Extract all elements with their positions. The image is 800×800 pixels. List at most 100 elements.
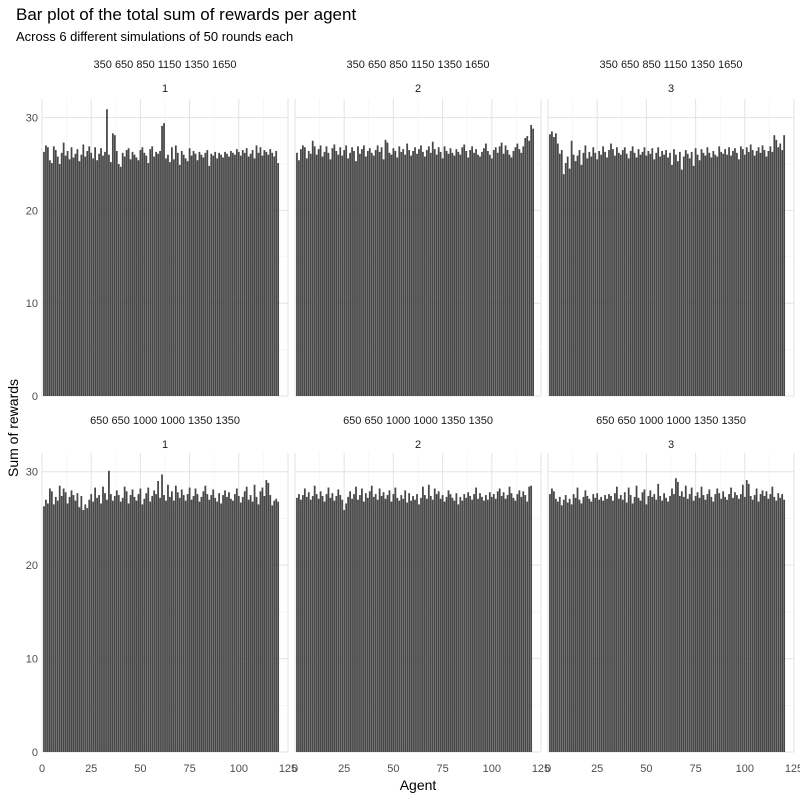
bar (133, 154, 136, 396)
x-tick-label: 0 (292, 763, 298, 775)
bar (303, 488, 306, 752)
bar (143, 152, 146, 396)
bar (325, 146, 328, 396)
bar (357, 499, 359, 752)
bar (463, 494, 466, 752)
y-tick-label: 0 (32, 391, 38, 403)
bar (443, 501, 446, 752)
bar (396, 157, 399, 396)
bar (483, 500, 485, 752)
bar (516, 143, 519, 396)
bar (259, 491, 262, 752)
bar (673, 494, 675, 752)
bar (78, 507, 81, 752)
bar (504, 498, 507, 752)
bar (592, 494, 595, 752)
bar (570, 504, 573, 752)
bar (439, 498, 442, 752)
bar (631, 146, 634, 396)
bar (224, 151, 226, 396)
bar (767, 150, 770, 396)
bar (72, 495, 75, 752)
x-tick-label: 100 (230, 763, 248, 775)
bar (753, 495, 756, 752)
bar (708, 489, 711, 752)
bar (226, 496, 228, 752)
bar (394, 150, 397, 396)
bar (441, 158, 444, 396)
bar (194, 153, 197, 396)
bar (637, 149, 640, 396)
bar (139, 488, 142, 752)
facet-col-label: 3 (668, 439, 674, 451)
bar (243, 152, 246, 396)
bar (321, 495, 324, 752)
bar (562, 174, 565, 396)
bar (661, 150, 664, 396)
bar (651, 148, 654, 396)
bar (779, 497, 782, 752)
bar (269, 149, 272, 396)
bar (129, 159, 132, 396)
x-tick-label: 25 (85, 763, 97, 775)
bar (392, 148, 395, 396)
bar (479, 493, 481, 752)
bar (149, 149, 152, 396)
bar (161, 474, 163, 752)
bar (178, 497, 181, 752)
bar (612, 149, 614, 396)
bar (390, 154, 393, 396)
facet-col-label: 1 (162, 83, 168, 95)
bar (157, 153, 159, 396)
bar (406, 143, 409, 396)
bar (404, 490, 407, 753)
bar (635, 157, 638, 396)
bar (600, 496, 603, 752)
bar (176, 492, 179, 752)
bar (123, 156, 126, 396)
bar (783, 135, 786, 396)
bar (300, 499, 302, 752)
bar (106, 499, 108, 752)
bar (494, 498, 497, 752)
bar (74, 500, 77, 752)
bar (172, 500, 175, 752)
bar (706, 147, 709, 396)
bar (161, 125, 163, 397)
bar (137, 494, 140, 752)
bar (528, 140, 531, 396)
bar (726, 154, 728, 396)
bar (361, 488, 363, 752)
bar (568, 168, 571, 396)
bar (378, 488, 381, 752)
bar (777, 493, 780, 752)
bar (678, 151, 681, 396)
bar (645, 504, 648, 752)
bar (722, 491, 725, 752)
bar (309, 499, 312, 752)
bar (761, 490, 764, 753)
bar (343, 150, 346, 396)
bar (716, 488, 719, 752)
bar (233, 494, 236, 752)
bar (235, 149, 238, 396)
bar (408, 150, 411, 396)
bar (769, 494, 772, 752)
bar (178, 164, 181, 396)
bar (214, 151, 217, 396)
bar (490, 496, 493, 752)
bar (204, 485, 207, 752)
bar (296, 497, 298, 752)
bar (647, 150, 650, 396)
bar (111, 500, 114, 752)
bar (265, 480, 268, 752)
bar (449, 494, 452, 752)
bar (82, 510, 85, 752)
bar (684, 485, 687, 752)
bar (408, 493, 411, 752)
bar (682, 496, 685, 752)
bar (451, 152, 454, 396)
bar (477, 498, 479, 752)
bar (617, 152, 620, 396)
